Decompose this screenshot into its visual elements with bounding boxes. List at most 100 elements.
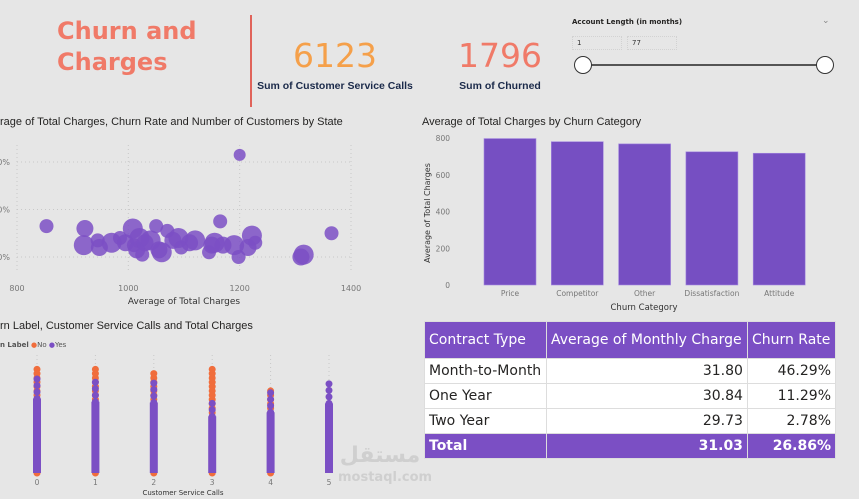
x-tick-label: 1200	[229, 284, 249, 293]
churn-category-bar-chart: 0 200 400 600 800 Price Competitor Other Dissati…	[423, 134, 806, 313]
yes-point	[267, 395, 275, 403]
cell-churn-rate: 2.78%	[746, 408, 837, 434]
table-row: Month-to-Month 31.80 46.29%	[424, 358, 837, 384]
state-bubble	[293, 244, 314, 265]
bar-attitude	[752, 152, 806, 286]
cell-contract: Month-to-Month	[424, 358, 547, 384]
watermark-arabic: مستقل	[339, 443, 421, 468]
slider-min-handle[interactable]	[574, 56, 592, 74]
bar-dissatisfaction	[685, 151, 739, 286]
total-row: Total 31.03 26.86%	[424, 433, 837, 459]
slider-min-input[interactable]: 1	[572, 36, 622, 50]
y-tick-label: 0%	[0, 158, 10, 167]
y-tick-label: 600	[436, 171, 451, 180]
x-tick-label: 2	[151, 478, 156, 487]
header-contract-type[interactable]: Contract Type	[424, 321, 547, 359]
state-bubble	[233, 148, 246, 161]
state-bubble	[213, 214, 228, 229]
x-tick-label: 5	[327, 478, 332, 487]
no-point	[208, 365, 216, 373]
legend-dot-yes: ●	[48, 341, 55, 349]
yes-points-band	[149, 402, 158, 473]
yes-points-band	[208, 416, 217, 473]
state-bubble	[39, 219, 54, 234]
state-bubble	[185, 230, 206, 251]
y-tick-label: 0	[445, 281, 450, 290]
yes-point	[150, 386, 158, 394]
state-bubble	[149, 219, 164, 234]
x-tick-label: Price	[501, 289, 520, 298]
yes-points-band	[266, 412, 275, 473]
chevron-down-icon[interactable]: ⌄	[822, 16, 830, 26]
yes-point	[33, 382, 41, 390]
cell-avg-monthly: 31.80	[545, 358, 748, 384]
yes-point	[208, 412, 216, 420]
yes-point	[325, 386, 333, 394]
slider-max-handle[interactable]	[816, 56, 834, 74]
cell-churn-rate: 11.29%	[746, 383, 837, 409]
yes-point	[325, 393, 333, 401]
kpi-churned-label: Sum of Churned	[459, 80, 541, 92]
yes-points-band	[91, 401, 100, 473]
yes-point	[208, 399, 216, 407]
x-axis-title: Customer Service Calls	[142, 489, 223, 497]
yes-point	[150, 392, 158, 400]
slider-track	[582, 64, 825, 66]
bar-chart-title: Average of Total Charges by Churn Catego…	[422, 116, 642, 128]
x-axis-title: Average of Total Charges	[128, 297, 241, 307]
state-bubble	[151, 242, 172, 263]
x-tick-label: 3	[210, 478, 215, 487]
x-axis-title: Churn Category	[611, 303, 678, 313]
kpi-churned-value: 1796	[458, 36, 542, 75]
watermark-latin: mostaql.com	[338, 470, 433, 485]
legend-dot-no: ●	[31, 341, 38, 349]
yes-point	[325, 399, 333, 407]
yes-points-band	[33, 398, 41, 473]
x-tick-label: Attitude	[764, 289, 794, 298]
x-tick-label: Competitor	[556, 289, 599, 298]
yes-point	[91, 398, 99, 406]
y-tick-label: 800	[436, 134, 451, 143]
yes-point	[33, 375, 41, 383]
calls-scatter-chart: 0 1 2 3 4 5 Customer Service Calls	[33, 355, 333, 497]
y-tick-label: 0%	[0, 206, 10, 215]
y-tick-label: 200	[436, 244, 451, 253]
state-bubble	[324, 226, 339, 241]
y-axis-title: Average of Total Charges	[423, 163, 432, 263]
x-tick-label: 1400	[341, 284, 361, 293]
yes-point	[91, 385, 99, 393]
total-cell: 26.86%	[746, 433, 837, 459]
x-tick-label: 1000	[118, 284, 138, 293]
calls-chart-title: rn Label, Customer Service Calls and Tot…	[0, 320, 253, 332]
x-tick-label: 4	[268, 478, 273, 487]
legend: n Label ●No ●Yes	[0, 341, 66, 349]
table-row: Two Year 29.73 2.78%	[424, 408, 837, 434]
cell-avg-monthly: 29.73	[545, 408, 748, 434]
x-tick-label: 0	[35, 478, 40, 487]
yes-point	[33, 388, 41, 396]
header-avg-monthly[interactable]: Average of Monthly Charge	[545, 321, 748, 359]
header-churn-rate[interactable]: Churn Rate	[746, 321, 837, 359]
divider	[250, 15, 252, 107]
x-tick-label: 1	[93, 478, 98, 487]
watermark-logo: مستقل mostaql.com	[338, 443, 433, 489]
yes-point	[267, 408, 275, 416]
bar-other	[618, 143, 671, 286]
dashboard-title: Churn and Charges	[57, 17, 197, 76]
yes-point	[267, 402, 275, 410]
cell-contract: Two Year	[424, 408, 547, 434]
legend-yes[interactable]: Yes	[54, 341, 67, 349]
x-tick-label: Dissatisfaction	[684, 289, 739, 298]
kpi-service-calls-label: Sum of Customer Service Calls	[257, 80, 413, 92]
yes-point	[208, 406, 216, 414]
yes-points-band	[325, 403, 333, 473]
cell-avg-monthly: 30.84	[545, 383, 748, 409]
contract-table: Contract Type Average of Monthly Charge …	[424, 321, 837, 459]
yes-point	[91, 391, 99, 399]
no-point	[33, 365, 41, 373]
legend-no[interactable]: No	[37, 341, 47, 349]
state-bubble	[76, 220, 94, 237]
total-cell: 31.03	[545, 433, 748, 459]
slider-max-input[interactable]: 77	[627, 36, 677, 50]
state-scatter-chart: 0% 0% 0% 800 1000 1200 1400 Average of Total Ch…	[0, 145, 361, 307]
